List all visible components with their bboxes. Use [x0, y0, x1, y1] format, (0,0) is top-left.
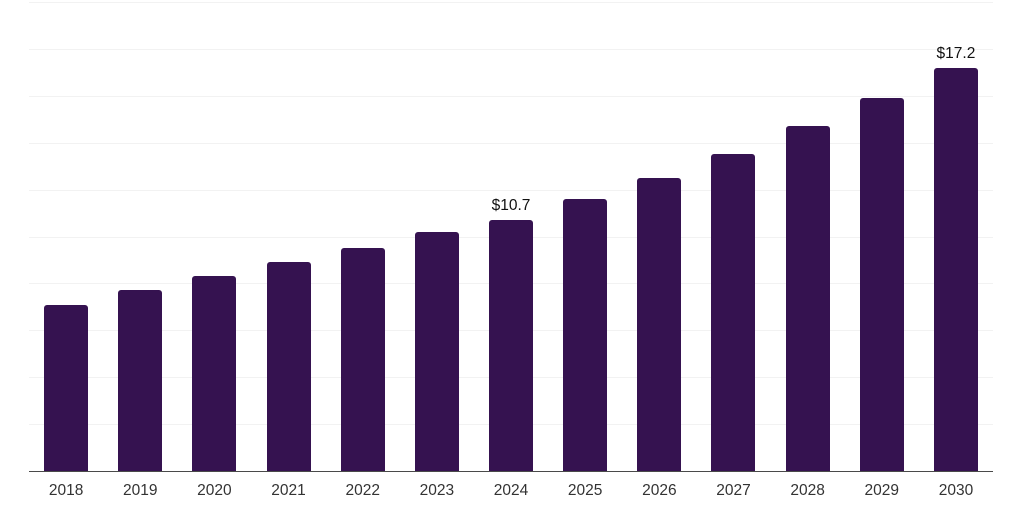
bar-group-2027: [696, 2, 770, 471]
x-tick-label-2030: 2030: [938, 482, 974, 499]
bar-group-2028: [771, 2, 845, 471]
gridline: [29, 95, 993, 97]
x-tick-label-2027: 2027: [716, 482, 751, 499]
x-tick-label-2020: 2020: [197, 482, 232, 499]
bar-2027: [711, 154, 756, 471]
bar-2023: [414, 231, 459, 471]
x-tick-label-2019: 2019: [122, 482, 158, 499]
gridline: [29, 189, 993, 191]
gridline: [29, 142, 993, 144]
bar-2028: [785, 126, 830, 471]
bar-group-2020: [177, 2, 251, 471]
bar-group-2019: [103, 2, 177, 471]
bars: $10.7 $17.2: [29, 2, 993, 471]
bar-value-label-2030: $17.2: [936, 44, 976, 62]
bar-2029: [859, 98, 904, 471]
x-tick-label-2026: 2026: [642, 482, 677, 499]
bar-group-2022: [326, 2, 400, 471]
x-tick-label-2025: 2025: [567, 482, 603, 499]
bar-group-2026: [622, 2, 696, 471]
bar-group-2025: [548, 2, 622, 471]
x-tick-label-2023: 2023: [419, 482, 455, 499]
bar-2022: [340, 248, 385, 471]
bar-group-2018: [29, 2, 103, 471]
bar-group-2024: $10.7: [474, 2, 548, 471]
plot-area: $10.7 $17.2: [29, 2, 993, 472]
x-tick-label-2021: 2021: [271, 482, 306, 499]
x-tick-label-2022: 2022: [345, 482, 380, 499]
x-axis: 2018 2019 2020 2021 2022 2023 2024 2025 2026 2027…: [29, 482, 993, 500]
bar-2030: [933, 67, 978, 471]
bar-group-2029: [845, 2, 919, 471]
bar-2024: [489, 220, 534, 471]
bar-2021: [266, 262, 311, 471]
gridline: [29, 2, 993, 3]
x-tick-label-2018: 2018: [48, 482, 84, 499]
bar-2018: [44, 304, 89, 471]
bar-2019: [118, 290, 163, 471]
bar-2020: [192, 276, 237, 471]
bar-group-2023: [400, 2, 474, 471]
bar-group-2030: $17.2: [919, 2, 993, 471]
gridline: [29, 48, 993, 50]
bar-value-label-2024: $10.7: [491, 197, 531, 215]
x-tick-label-2029: 2029: [864, 482, 900, 499]
bar-2026: [637, 177, 682, 471]
bar-group-2021: [251, 2, 325, 471]
x-tick-label-2028: 2028: [790, 482, 825, 499]
x-tick-label-2024: 2024: [493, 482, 529, 499]
bar-2025: [563, 198, 608, 471]
